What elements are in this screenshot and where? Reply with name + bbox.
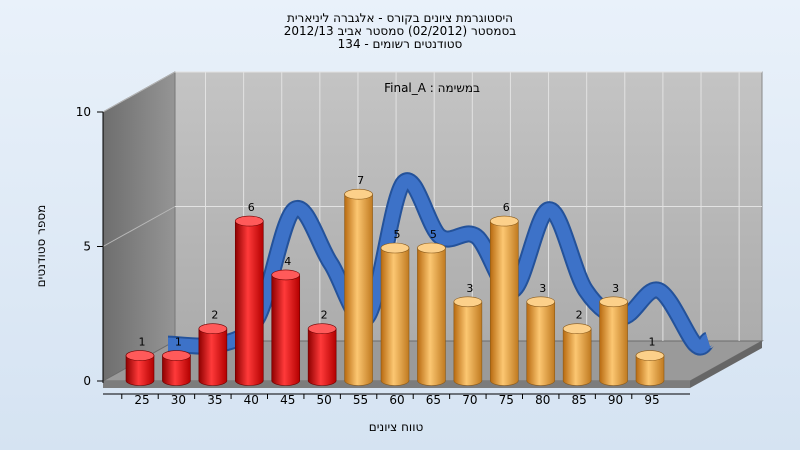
bar-value-label: 2 (576, 309, 583, 322)
x-tick-label: 95 (644, 393, 659, 407)
bar: 1 (125, 336, 155, 386)
chart-title-line-3: סטודנטים רשומים - 134 (337, 37, 463, 51)
bar: 3 (453, 282, 483, 386)
bar-top (344, 188, 373, 200)
x-tick-label: 30 (171, 393, 186, 407)
bar: 2 (307, 309, 337, 386)
bar-top (234, 215, 264, 227)
bar: 5 (380, 228, 410, 386)
grid-line-left-wall (102, 206, 176, 247)
bar-body (380, 247, 410, 386)
x-tick-label: 75 (499, 393, 514, 407)
bar-value-label: 1 (649, 336, 656, 349)
y-tick-label: 10 (76, 105, 91, 119)
chart-title: היסטוגרמת ציונים בקורס - אלגברה ליניארית… (0, 12, 800, 51)
bar-value-label: 1 (175, 336, 182, 349)
bar-body (489, 220, 519, 386)
x-tick-label: 90 (608, 393, 623, 407)
bar-top (526, 296, 556, 308)
y-axis-label: מספר סטודנטים (34, 205, 48, 288)
bar-value-label: 2 (321, 309, 328, 322)
bar: 1 (635, 336, 665, 386)
bar-value-label: 7 (357, 174, 364, 187)
bar-top (125, 350, 155, 361)
bar: 6 (489, 201, 519, 386)
bar-top (599, 296, 628, 308)
x-tick-label: 45 (280, 393, 295, 407)
bar: 3 (599, 282, 628, 386)
bar-body (417, 247, 446, 386)
bar-value-label: 1 (139, 336, 146, 349)
bar-body (162, 355, 191, 386)
bar-value-label: 3 (466, 282, 473, 295)
task-label: במשימה : Final_A (384, 81, 480, 95)
bar: 7 (344, 174, 373, 386)
x-tick-label: 65 (426, 393, 441, 407)
bar-body (271, 274, 301, 386)
bar-body (562, 328, 592, 386)
bar-top (162, 350, 191, 361)
bar-value-label: 3 (539, 282, 546, 295)
y-tick-label: 5 (83, 240, 91, 254)
bar-value-label: 6 (248, 201, 255, 214)
x-tick-label: 35 (207, 393, 222, 407)
x-tick-label: 50 (317, 393, 332, 407)
bar-body (526, 301, 556, 386)
bar-top (635, 350, 665, 361)
bar-value-label: 4 (284, 255, 291, 268)
bar-body (453, 301, 483, 386)
bar: 2 (198, 309, 228, 386)
bar-value-label: 3 (612, 282, 619, 295)
bar: 2 (562, 309, 592, 386)
x-tick-label: 55 (353, 393, 368, 407)
bar-body (599, 301, 628, 386)
grid-line-left-wall (102, 71, 176, 113)
bar-body (307, 328, 337, 386)
trend-ribbon (167, 174, 713, 354)
bar-body (234, 220, 264, 386)
x-tick-label: 85 (572, 393, 587, 407)
x-axis-label: טווח ציונים (369, 420, 424, 434)
x-tick-label: 60 (389, 393, 404, 407)
chart-title-line-1: היסטוגרמת ציונים בקורס - אלגברה ליניארית (286, 11, 514, 25)
x-tick-label: 40 (244, 393, 259, 407)
bar-top (271, 269, 301, 281)
bar-body (344, 193, 373, 386)
bar-value-label: 6 (503, 201, 510, 214)
x-tick-label: 80 (535, 393, 550, 407)
bar: 6 (234, 201, 264, 386)
bar-body (198, 328, 228, 386)
bar-top (562, 323, 592, 335)
bar-value-label: 5 (394, 228, 401, 241)
bar-top (417, 242, 446, 254)
bar-top (489, 215, 519, 227)
bar: 1 (162, 336, 191, 386)
bar-value-label: 2 (211, 309, 218, 322)
x-tick-label: 25 (134, 393, 149, 407)
bar-top (380, 242, 410, 254)
bar-value-label: 5 (430, 228, 437, 241)
bar: 4 (271, 255, 301, 386)
bar: 5 (417, 228, 446, 386)
bar-top (198, 323, 228, 335)
bar-body (125, 355, 155, 386)
chart-title-line-2: בסמסטר (02/2012) סמסטר אביב 2012/13 (283, 24, 517, 38)
bar: 3 (526, 282, 556, 386)
bar-body (635, 355, 665, 386)
x-tick-label: 70 (462, 393, 477, 407)
bar-top (453, 296, 483, 308)
bar-top (307, 323, 337, 335)
y-tick-label: 0 (83, 374, 91, 388)
floor-side-edge (690, 341, 762, 388)
